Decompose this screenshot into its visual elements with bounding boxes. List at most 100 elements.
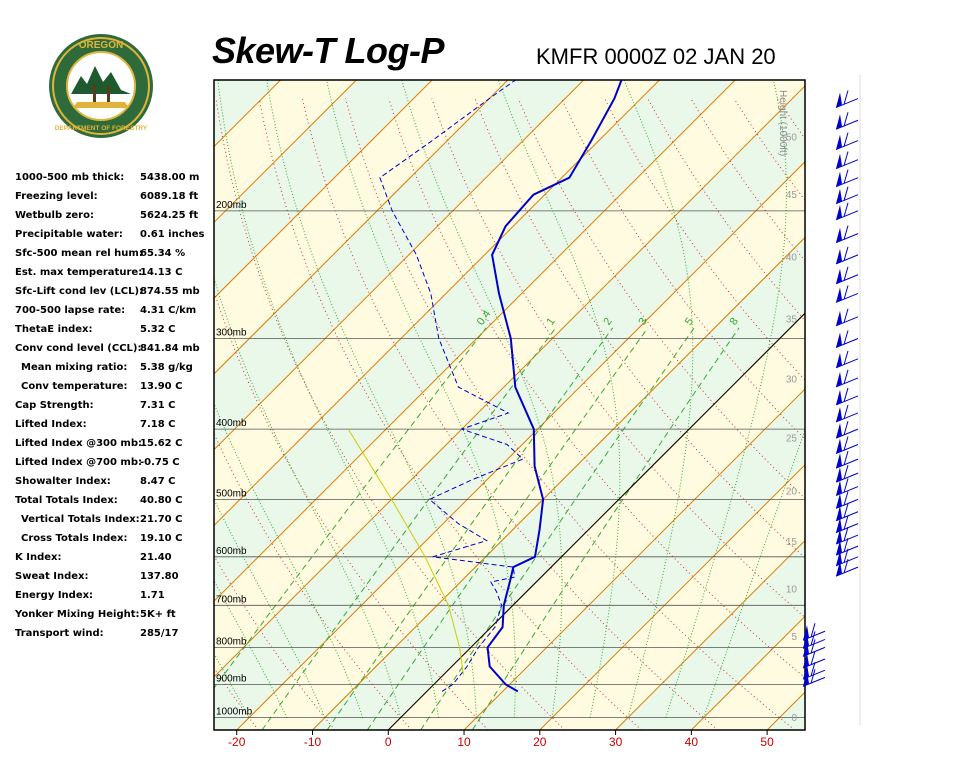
wind-barb-pennant	[836, 352, 842, 368]
isotherm-line	[214, 80, 736, 602]
isotherm-line	[0, 80, 129, 730]
indices-list: 1000-500 mb thick: 5438.00 m Freezing leve…	[15, 168, 215, 643]
wind-barb-feather	[843, 464, 849, 480]
index-value: -0.75 C	[140, 457, 180, 468]
wind-barb-staff	[835, 395, 859, 406]
wind-barb-pennant	[836, 114, 842, 130]
index-row: Lifted Index @300 mb: 15.62 C	[15, 434, 215, 453]
isotherm-line	[690, 615, 805, 730]
dry-adiabat	[214, 432, 412, 730]
index-value: 5K+ ft	[140, 609, 176, 620]
index-label: Sfc-500 mean rel hum:	[15, 248, 143, 259]
index-row: Energy Index: 1.71	[15, 586, 215, 605]
index-row: 1000-500 mb thick: 5438.00 m	[15, 168, 215, 187]
wind-barb-staff	[802, 676, 826, 687]
index-value: 0.61 inches	[140, 229, 205, 240]
wind-barb-staff	[835, 98, 859, 108]
isotherm-line	[214, 80, 509, 375]
wind-barb-pennant	[836, 389, 842, 405]
index-value: 4.31 C/km	[140, 305, 197, 316]
x-tick-label: -20	[228, 735, 246, 749]
height-tick-label: 35	[786, 314, 798, 325]
wind-barb-pennant	[836, 287, 842, 303]
wind-barb-staff	[835, 140, 859, 151]
index-value: 841.84 mb	[140, 343, 200, 354]
wind-barb	[835, 503, 859, 522]
x-tick-label: 40	[685, 735, 699, 749]
mixing-ratio-label: 3	[637, 316, 650, 328]
index-row: ThetaE index: 5.32 C	[15, 320, 215, 339]
wind-barb-pennant	[836, 505, 842, 521]
wind-barb	[835, 369, 859, 388]
wind-barb	[835, 420, 859, 439]
plot-area	[0, 80, 960, 731]
index-value: 21.40	[140, 552, 172, 563]
wind-barb-feather	[843, 151, 849, 166]
wind-barb-pennant	[836, 188, 842, 204]
plot-frame	[213, 79, 806, 731]
isotherm-line	[236, 161, 805, 730]
wind-barb	[835, 464, 859, 483]
wind-barb-feather	[810, 631, 816, 646]
index-value: 5.32 C	[140, 324, 176, 335]
index-value: 1.71	[140, 590, 165, 601]
wind-barb-feather	[843, 285, 849, 300]
index-label: Yonker Mixing Height:	[15, 609, 140, 620]
index-row: Cross Totals Index: 19.10 C	[15, 529, 215, 548]
isotherm-line	[539, 464, 805, 730]
index-value: 7.31 C	[140, 400, 176, 411]
index-value: 5.38 g/kg	[140, 362, 193, 373]
logo-text-bottom: DEPARTMENT OF FORESTRY	[55, 125, 148, 132]
wind-barb-staff	[835, 377, 859, 388]
wind-barb	[835, 202, 859, 221]
wind-barb-staff	[835, 210, 859, 221]
wind-barb	[835, 387, 859, 406]
x-tick-label: 0	[385, 735, 392, 749]
dry-adiabat	[950, 99, 960, 731]
index-row: Est. max temperature: 14.13 C	[15, 263, 215, 282]
wind-barb-feather	[843, 491, 849, 506]
index-value: 137.80	[140, 571, 179, 582]
index-value: 5624.25 ft	[140, 210, 199, 221]
moist-adiabat	[665, 80, 787, 718]
wind-barb-staff	[835, 358, 859, 369]
dewpoint-profile	[379, 80, 524, 692]
dry-adiabat	[907, 99, 960, 731]
index-label: Total Totals Index:	[15, 495, 118, 506]
height-tick-label: 40	[786, 252, 798, 263]
wind-barb-staff	[835, 159, 859, 170]
index-row: Mean mixing ratio: 5.38 g/kg	[15, 358, 215, 377]
isotherm-line	[463, 388, 805, 730]
wind-barb-feather	[810, 639, 816, 654]
pressure-label: 300mb	[216, 328, 247, 339]
wind-barb	[835, 558, 859, 577]
pressure-label: 700mb	[216, 594, 247, 605]
wind-barb-staff	[835, 177, 859, 188]
index-value: 285/17	[140, 628, 179, 639]
wind-barb-pennant	[836, 529, 842, 545]
index-label: Cap Strength:	[15, 400, 94, 411]
wind-barb-feather	[843, 330, 849, 345]
dry-adiabat	[214, 666, 259, 730]
wind-barb-staff	[835, 486, 859, 496]
wind-barb	[835, 246, 859, 265]
wind-barb	[835, 186, 859, 205]
wind-barb	[835, 266, 859, 285]
station-time-label: KMFR 0000Z 02 JAN 20	[536, 44, 776, 69]
index-label: K Index:	[15, 552, 62, 563]
wind-barb-pennant	[836, 134, 842, 150]
parcel-profile	[347, 428, 464, 676]
isotherm-line	[0, 80, 205, 730]
isotherm-line	[214, 80, 357, 224]
index-row: Yonker Mixing Height: 5K+ ft	[15, 605, 215, 624]
dry-adiabat	[431, 98, 805, 619]
temperature-profile	[486, 80, 623, 693]
wind-barb-staff	[835, 316, 859, 327]
wind-barb-feather	[810, 662, 816, 677]
wind-barb-feather	[810, 623, 816, 638]
mixing-ratio-line	[214, 327, 487, 689]
stability-indices-panel: 1000-500 mb thick: 5438.00 m Freezing leve…	[15, 168, 215, 643]
wind-barb-pennant	[836, 332, 842, 348]
index-row: Precipitable water: 0.61 inches	[15, 225, 215, 244]
height-tick-label: 50	[786, 133, 798, 144]
